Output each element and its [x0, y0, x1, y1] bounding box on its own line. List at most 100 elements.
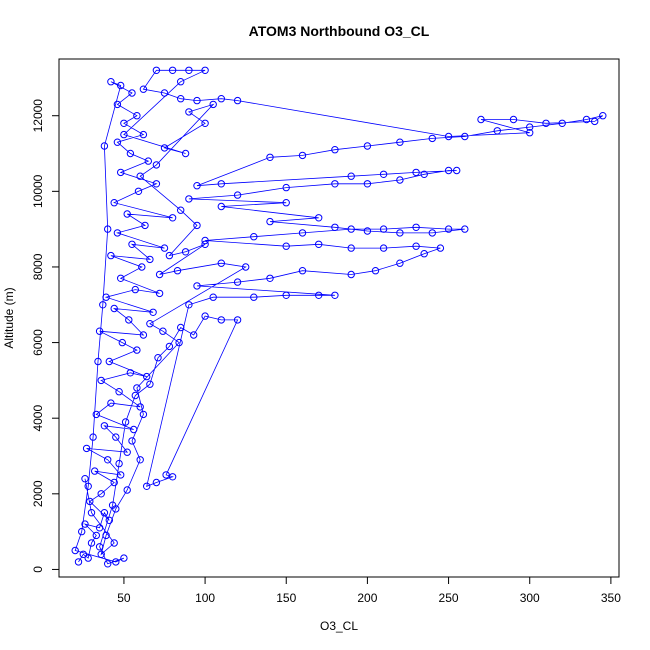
data-point [282, 183, 290, 192]
data-point [444, 132, 453, 141]
data-point [201, 312, 209, 320]
data-point [112, 433, 120, 441]
data-point [113, 138, 122, 146]
series-connectors [74, 69, 604, 565]
data-point [146, 255, 154, 264]
data-point [444, 225, 453, 233]
data-point [155, 270, 164, 279]
data-point [95, 327, 104, 335]
data-point [436, 244, 445, 252]
data-point [201, 240, 209, 249]
data-point [117, 471, 125, 479]
data-point [152, 161, 161, 169]
data-point [74, 558, 83, 566]
x-axis-title: O3_CL [320, 619, 358, 633]
data-point [233, 191, 242, 199]
data-point [250, 233, 258, 241]
data-point [89, 433, 97, 441]
data-point [159, 327, 167, 335]
data-point [266, 274, 274, 282]
data-point [121, 418, 130, 426]
data-point [201, 236, 209, 245]
data-point [542, 119, 550, 128]
data-point [104, 225, 112, 233]
data-point [143, 482, 151, 490]
data-point [165, 251, 174, 260]
data-point [477, 115, 485, 124]
data-point [87, 509, 96, 517]
data-point [94, 357, 102, 366]
data-point [412, 242, 420, 250]
data-point [509, 115, 518, 124]
series-line [74, 69, 604, 565]
data-point [97, 550, 105, 558]
data-point [461, 132, 469, 141]
data-point [526, 123, 534, 131]
data-point [298, 267, 307, 275]
data-point [266, 217, 274, 226]
data-point [181, 149, 190, 158]
data-point [84, 554, 92, 562]
data-point [315, 214, 323, 222]
data-point [154, 354, 162, 362]
data-point [201, 119, 209, 128]
data-point [160, 144, 169, 152]
data-point [112, 505, 120, 513]
data-point [233, 316, 242, 324]
data-point [201, 66, 209, 75]
data-point [81, 520, 89, 528]
data-point [558, 119, 566, 128]
data-point [102, 531, 110, 540]
x-tick-label: 350 [601, 591, 621, 605]
data-point [379, 225, 388, 233]
data-point [173, 267, 182, 275]
data-point [217, 316, 226, 324]
data-point [134, 187, 143, 196]
data-point [126, 149, 135, 158]
data-point [139, 331, 148, 339]
data-point [138, 263, 146, 271]
data-point [118, 338, 127, 347]
data-point [453, 166, 461, 175]
y-tick-label: 10000 [31, 174, 45, 208]
data-point [412, 168, 420, 177]
data-point [177, 78, 185, 86]
data-point [282, 291, 290, 299]
data-point [209, 293, 217, 301]
data-point [233, 96, 242, 105]
data-point [242, 263, 250, 271]
y-tick-label: 4000 [31, 405, 45, 432]
data-point [526, 129, 534, 137]
data-point [190, 331, 198, 339]
data-point [420, 170, 428, 179]
data-point [110, 539, 118, 547]
data-point [120, 130, 128, 139]
data-point [177, 95, 185, 103]
data-point [363, 142, 372, 150]
data-point [112, 558, 120, 566]
data-point [100, 422, 109, 430]
data-point [136, 172, 144, 180]
data-point [123, 448, 131, 456]
data-point [128, 89, 136, 97]
data-point [217, 95, 226, 103]
data-point [92, 410, 101, 419]
data-point [97, 490, 105, 498]
y-tick-label: 12000 [31, 99, 45, 133]
data-point [217, 180, 226, 188]
data-point [71, 546, 79, 555]
data-point [105, 357, 114, 366]
data-point [217, 202, 226, 211]
data-point [185, 301, 193, 309]
data-point [120, 119, 128, 128]
y-axis: 0 2000 4000 6000 8000 10000 12000 [31, 99, 59, 573]
data-point [160, 244, 169, 252]
x-tick-label: 250 [439, 591, 459, 605]
data-point [379, 244, 388, 252]
x-tick-label: 50 [117, 591, 131, 605]
data-point [128, 240, 136, 249]
data-point [181, 248, 190, 256]
data-point [152, 478, 161, 487]
data-point [104, 560, 112, 568]
data-point [149, 308, 157, 316]
